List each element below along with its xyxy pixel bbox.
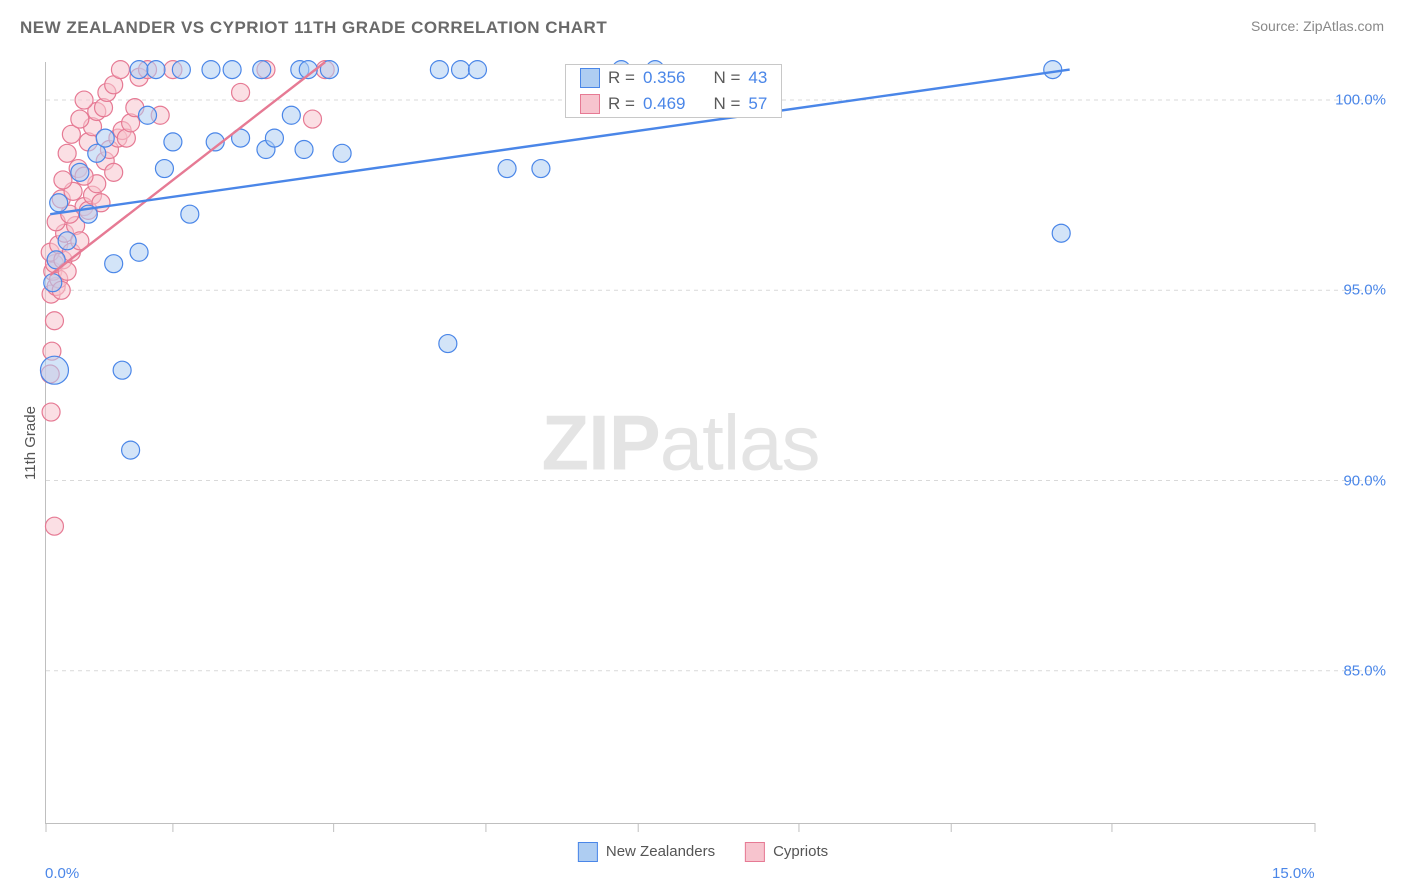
- chart-title: NEW ZEALANDER VS CYPRIOT 11TH GRADE CORR…: [20, 18, 607, 38]
- n-value: 43: [748, 68, 767, 88]
- legend-label: New Zealanders: [606, 843, 715, 860]
- y-axis-label: 11th Grade: [22, 406, 39, 480]
- legend-swatch: [578, 842, 598, 862]
- legend-item: Cypriots: [745, 842, 828, 862]
- series-legend: New Zealanders Cypriots: [578, 842, 828, 862]
- y-tick-label: 95.0%: [1343, 282, 1386, 299]
- plot-area: ZIPatlas: [45, 62, 1315, 824]
- n-label: N =: [713, 68, 740, 88]
- legend-label: Cypriots: [773, 843, 828, 860]
- y-tick-label: 85.0%: [1343, 662, 1386, 679]
- legend-swatch: [580, 94, 600, 114]
- legend-item: New Zealanders: [578, 842, 715, 862]
- y-tick-label: 100.0%: [1335, 92, 1386, 109]
- x-tick-label: 15.0%: [1272, 865, 1315, 882]
- n-label: N =: [713, 94, 740, 114]
- legend-swatch: [745, 842, 765, 862]
- n-value: 57: [748, 94, 767, 114]
- x-tick-label: 0.0%: [45, 865, 79, 882]
- r-value: 0.356: [643, 68, 686, 88]
- r-label: R =: [608, 68, 635, 88]
- scatter-svg: [46, 62, 1315, 823]
- legend-r-row: R = 0.469 N = 57: [566, 91, 781, 117]
- correlation-legend: R = 0.356 N = 43 R = 0.469 N = 57: [565, 64, 782, 118]
- legend-swatch: [580, 68, 600, 88]
- chart-source: Source: ZipAtlas.com: [1251, 18, 1384, 34]
- r-value: 0.469: [643, 94, 686, 114]
- legend-r-row: R = 0.356 N = 43: [566, 65, 781, 91]
- r-label: R =: [608, 94, 635, 114]
- y-tick-label: 90.0%: [1343, 472, 1386, 489]
